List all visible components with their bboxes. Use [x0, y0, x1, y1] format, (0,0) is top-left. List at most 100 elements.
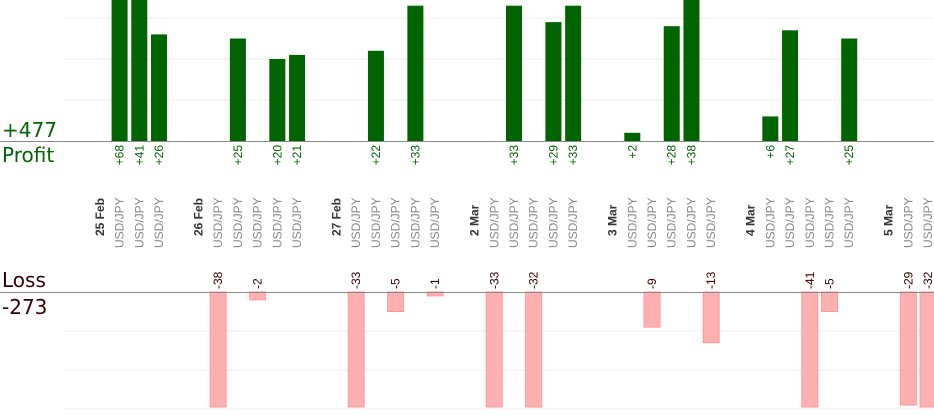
loss-value-label: -5: [823, 278, 837, 289]
profit-bar: [663, 26, 680, 142]
category-label: USD/JPY: [349, 197, 363, 248]
category-label: USD/JPY: [842, 197, 856, 248]
category-label: USD/JPY: [428, 197, 442, 248]
category-label: USD/JPY: [113, 197, 127, 248]
category-label: USD/JPY: [901, 197, 915, 248]
profit-value-label: +41: [132, 145, 146, 166]
profit-value-label: +21: [290, 145, 304, 166]
profit-bar: [269, 59, 286, 141]
loss-value-label: -13: [704, 271, 718, 289]
profit-label: Profit: [2, 143, 55, 167]
category-label: USD/JPY: [803, 197, 817, 248]
profit-value-label: +33: [408, 145, 422, 166]
category-label: USD/JPY: [763, 197, 777, 248]
profit-value-label: +27: [783, 145, 797, 166]
category-label: USD/JPY: [527, 197, 541, 248]
profit-bar: [762, 116, 779, 141]
loss-value-label: -29: [901, 271, 915, 289]
category-label: USD/JPY: [704, 197, 718, 248]
profit-bar: [151, 34, 168, 141]
profit-value-label: +2: [625, 145, 639, 159]
category-label: USD/JPY: [231, 197, 245, 248]
category-label: USD/JPY: [132, 197, 146, 248]
category-label: USD/JPY: [270, 197, 284, 248]
loss-bar: [347, 291, 365, 408]
profit-bar: [289, 54, 306, 141]
loss-bar: [387, 291, 405, 312]
loss-value-label: -5: [389, 278, 403, 289]
loss-value-label: -32: [527, 271, 541, 289]
category-label: USD/JPY: [625, 197, 639, 248]
date-label: 26 Feb: [191, 198, 205, 236]
profit-value-label: +25: [842, 145, 856, 166]
loss-value-label: -33: [349, 271, 363, 289]
profit-bar: [545, 22, 562, 142]
date-label: 3 Mar: [606, 204, 620, 236]
profit-value-label: +25: [231, 145, 245, 166]
profit-value-label: +38: [684, 145, 698, 166]
loss-value-label: -32: [921, 271, 934, 289]
profit-value-label: +26: [152, 145, 166, 166]
profit-bar: [111, 0, 128, 141]
profit-bar: [683, 0, 700, 141]
profit-value-label: +6: [763, 145, 777, 159]
category-label: USD/JPY: [823, 197, 837, 248]
category-label: USD/JPY: [507, 197, 521, 248]
profit-bar: [367, 50, 384, 141]
category-label: USD/JPY: [408, 197, 422, 248]
loss-bar: [485, 291, 503, 408]
loss-value-label: -33: [487, 271, 501, 289]
profit-value-label: +20: [270, 145, 284, 166]
loss-bar: [919, 291, 934, 408]
profit-bar: [131, 0, 148, 141]
category-label: USD/JPY: [211, 197, 225, 248]
date-label: 27 Feb: [330, 198, 344, 236]
date-label: 5 Mar: [882, 204, 896, 236]
profit-value-label: +28: [665, 145, 679, 166]
loss-bar: [702, 291, 720, 344]
loss-value-label: -41: [803, 271, 817, 289]
category-label: USD/JPY: [645, 197, 659, 248]
category-label: USD/JPY: [546, 197, 560, 248]
loss-bar: [643, 291, 661, 328]
loss-bar: [209, 291, 227, 408]
profit-value-label: +33: [507, 145, 521, 166]
profit-value-label: +68: [113, 145, 127, 166]
loss-bar: [525, 291, 543, 408]
loss-total: -273: [2, 295, 48, 319]
profit-bar: [505, 5, 522, 142]
loss-bar: [249, 291, 267, 301]
category-label: USD/JPY: [152, 197, 166, 248]
profit-value-label: +33: [566, 145, 580, 166]
category-label: USD/JPY: [290, 197, 304, 248]
profit-bar: [407, 5, 424, 142]
category-label: USD/JPY: [251, 197, 265, 248]
category-label: USD/JPY: [487, 197, 501, 248]
category-label: USD/JPY: [369, 197, 383, 248]
profit-value-label: +22: [369, 145, 383, 166]
loss-value-label: -1: [428, 278, 442, 289]
profit-bar: [229, 38, 246, 141]
category-label: USD/JPY: [389, 197, 403, 248]
loss-value-label: -9: [645, 278, 659, 289]
date-label: 4 Mar: [744, 204, 758, 236]
date-label: 2 Mar: [468, 204, 482, 236]
category-label: USD/JPY: [684, 197, 698, 248]
category-label: USD/JPY: [783, 197, 797, 248]
profit-total: +477: [2, 118, 57, 142]
loss-bar: [801, 291, 819, 408]
loss-bar: [899, 291, 917, 406]
category-label: USD/JPY: [665, 197, 679, 248]
category-label: USD/JPY: [566, 197, 580, 248]
profit-bar: [624, 132, 641, 141]
loss-value-label: -2: [251, 278, 265, 289]
date-label: 25 Feb: [93, 198, 107, 236]
loss-value-label: -38: [211, 271, 225, 289]
profit-bar: [841, 38, 858, 141]
profit-bar: [782, 30, 799, 141]
loss-label: Loss: [2, 268, 46, 292]
category-label: USD/JPY: [921, 197, 934, 248]
loss-bar: [821, 291, 838, 312]
profit-bar: [565, 5, 582, 142]
